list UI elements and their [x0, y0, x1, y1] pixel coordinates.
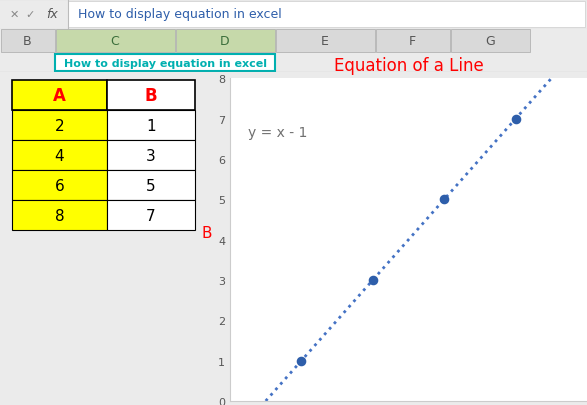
Text: fx: fx — [46, 8, 58, 21]
Text: y = x - 1: y = x - 1 — [248, 126, 307, 139]
Title: Equation of a Line: Equation of a Line — [333, 57, 483, 75]
Bar — [56, 30, 174, 53]
Text: ✕: ✕ — [9, 10, 19, 20]
Point — [368, 277, 377, 284]
Bar — [107, 141, 195, 171]
Text: G: G — [485, 35, 495, 48]
Point — [511, 116, 520, 123]
Bar — [376, 30, 450, 53]
Text: D: D — [220, 35, 230, 48]
Point — [296, 358, 306, 364]
Bar — [12, 111, 107, 141]
Text: 7: 7 — [146, 209, 156, 224]
Bar — [12, 81, 107, 111]
Text: 6: 6 — [55, 179, 65, 194]
Text: C: C — [110, 35, 119, 48]
Text: ✓: ✓ — [25, 10, 35, 20]
Text: A: A — [53, 87, 66, 105]
Bar — [68, 2, 585, 28]
Text: How to display equation in excel: How to display equation in excel — [78, 8, 282, 21]
Text: F: F — [409, 35, 416, 48]
Bar — [12, 171, 107, 201]
Bar — [55, 55, 275, 72]
Text: B: B — [144, 87, 157, 105]
Text: E: E — [321, 35, 329, 48]
Text: 3: 3 — [146, 149, 156, 164]
Text: 1: 1 — [146, 119, 156, 134]
Bar — [107, 201, 195, 231]
Bar — [176, 30, 275, 53]
Bar — [107, 81, 195, 111]
Text: 8: 8 — [55, 209, 65, 224]
Text: How to display equation in excel: How to display equation in excel — [63, 59, 266, 68]
Text: 2: 2 — [55, 119, 65, 134]
Bar — [275, 30, 375, 53]
Bar — [107, 111, 195, 141]
Text: 4: 4 — [55, 149, 65, 164]
Text: B: B — [23, 35, 32, 48]
Text: 5: 5 — [146, 179, 156, 194]
Bar — [107, 171, 195, 201]
Point — [440, 196, 449, 203]
Bar — [12, 201, 107, 231]
Y-axis label: B: B — [202, 225, 212, 240]
Bar — [1, 30, 55, 53]
Bar — [12, 141, 107, 171]
Bar — [450, 30, 529, 53]
